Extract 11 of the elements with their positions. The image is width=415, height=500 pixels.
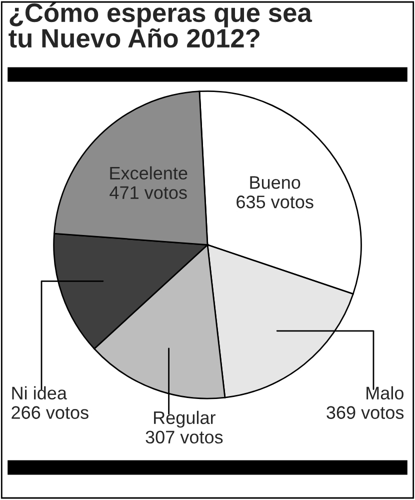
slice-label: Ni idea (12, 386, 67, 400)
slice-label: Regular (154, 410, 216, 428)
data-label: 635 votos (236, 196, 314, 208)
data-label: 266 votos (12, 406, 88, 419)
slice-label: Excelente (110, 166, 188, 180)
chart-title: ¿Cómo esperas que sea tu Nuevo Año 2012? (8, 2, 312, 48)
slice-label: Bueno (250, 176, 300, 189)
data-label: 369 votos (326, 406, 404, 419)
data-label: 471 votos (110, 186, 187, 200)
data-label: 307 votos (146, 430, 223, 444)
slice-label: Malo (366, 386, 404, 400)
